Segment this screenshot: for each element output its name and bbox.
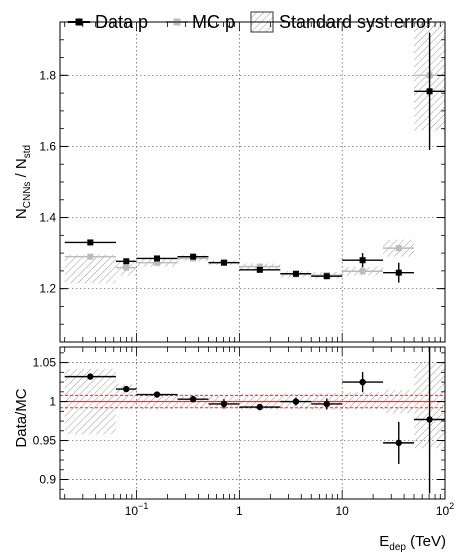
top-panel-frame	[59, 21, 446, 343]
xtick-label: 1	[236, 504, 243, 518]
top-data-point	[426, 88, 433, 95]
xtick-label-exponent: 2	[449, 501, 454, 511]
top-grid	[60, 22, 445, 342]
bottom-reference	[60, 394, 445, 409]
bottom-ratio-point	[359, 378, 366, 386]
top-ytick-label: 1.6	[39, 139, 56, 153]
xtick-label-exponent: −1	[138, 501, 148, 511]
top-ytick-label: 1.8	[39, 68, 56, 82]
xlabel-main: E	[379, 533, 389, 550]
bottom-ytick-label: 1.05	[33, 356, 57, 370]
top-syst-bands	[64, 22, 445, 284]
top-mc-point	[359, 268, 366, 275]
bottom-ytick-label: 1	[49, 395, 56, 409]
top-mc-point	[123, 264, 130, 271]
bottom-ratio-point	[323, 400, 330, 408]
bottom-ratio-point	[292, 398, 300, 405]
bottom-ratio-point	[220, 400, 228, 408]
top-data-point	[359, 257, 366, 264]
bottom-ratio-point	[256, 403, 264, 411]
bottom-ytick-label: 0.95	[33, 434, 57, 448]
xtick-label-base: 10	[436, 504, 450, 518]
top-panel: 1.2 1.4 1.6 1.8 NCNNs / Nstd	[13, 21, 446, 343]
top-data-series	[64, 32, 445, 283]
xtick-label-base: 10	[125, 504, 139, 518]
top-data-point	[256, 266, 263, 273]
xtick-label-base: 10	[336, 504, 350, 518]
bottom-syst-band	[342, 392, 384, 410]
top-data-point	[153, 255, 160, 262]
bottom-ratio-point	[426, 416, 433, 423]
bottom-syst-bands	[64, 362, 445, 449]
top-data-point	[87, 239, 94, 246]
top-ylabel-sub2: std	[22, 145, 33, 158]
top-ylabel-sub1: CNNs	[22, 182, 33, 209]
bottom-panel-frame	[59, 346, 446, 500]
top-ytick-label: 1.2	[39, 282, 56, 296]
xtick-label-base: 1	[236, 504, 243, 518]
top-ylabel-main: N	[13, 208, 30, 219]
top-mc-point	[153, 259, 160, 266]
top-data-point	[123, 258, 130, 265]
bottom-ratio-point	[87, 373, 94, 380]
bottom-ratio-point	[153, 391, 161, 398]
top-axis-ticks: 1.2 1.4 1.6 1.8	[39, 22, 446, 342]
bottom-ytick-label: 0.9	[39, 473, 56, 487]
top-data-point	[395, 269, 402, 276]
top-y-axis-title: NCNNs / Nstd	[13, 145, 33, 219]
bottom-ratio-series	[64, 347, 445, 494]
xlabel-sub: dep	[389, 542, 406, 553]
xtick-label: 102	[436, 501, 454, 518]
bottom-grid	[60, 347, 445, 499]
bottom-x-axis-title: Edep (TeV)	[379, 533, 446, 553]
bottom-ratio-point	[189, 396, 197, 403]
xtick-label: 10	[336, 504, 350, 518]
bottom-syst-band	[115, 384, 137, 410]
xlabel-unit: (TeV)	[406, 533, 446, 550]
top-data-point	[323, 273, 330, 280]
xtick-label: 10−1	[125, 501, 149, 518]
top-data-point	[190, 253, 197, 260]
bottom-ratio-point	[395, 439, 402, 447]
top-ytick-label: 1.4	[39, 211, 56, 225]
bottom-ratio-point	[123, 385, 130, 393]
top-mc-point	[256, 263, 263, 270]
top-mc-point	[87, 253, 94, 260]
top-mc-point	[395, 245, 402, 252]
top-data-point	[220, 259, 227, 266]
top-data-point	[292, 270, 299, 277]
bottom-y-axis-title: Data/MC	[13, 388, 30, 447]
top-ylabel-mid: / N	[13, 158, 30, 181]
